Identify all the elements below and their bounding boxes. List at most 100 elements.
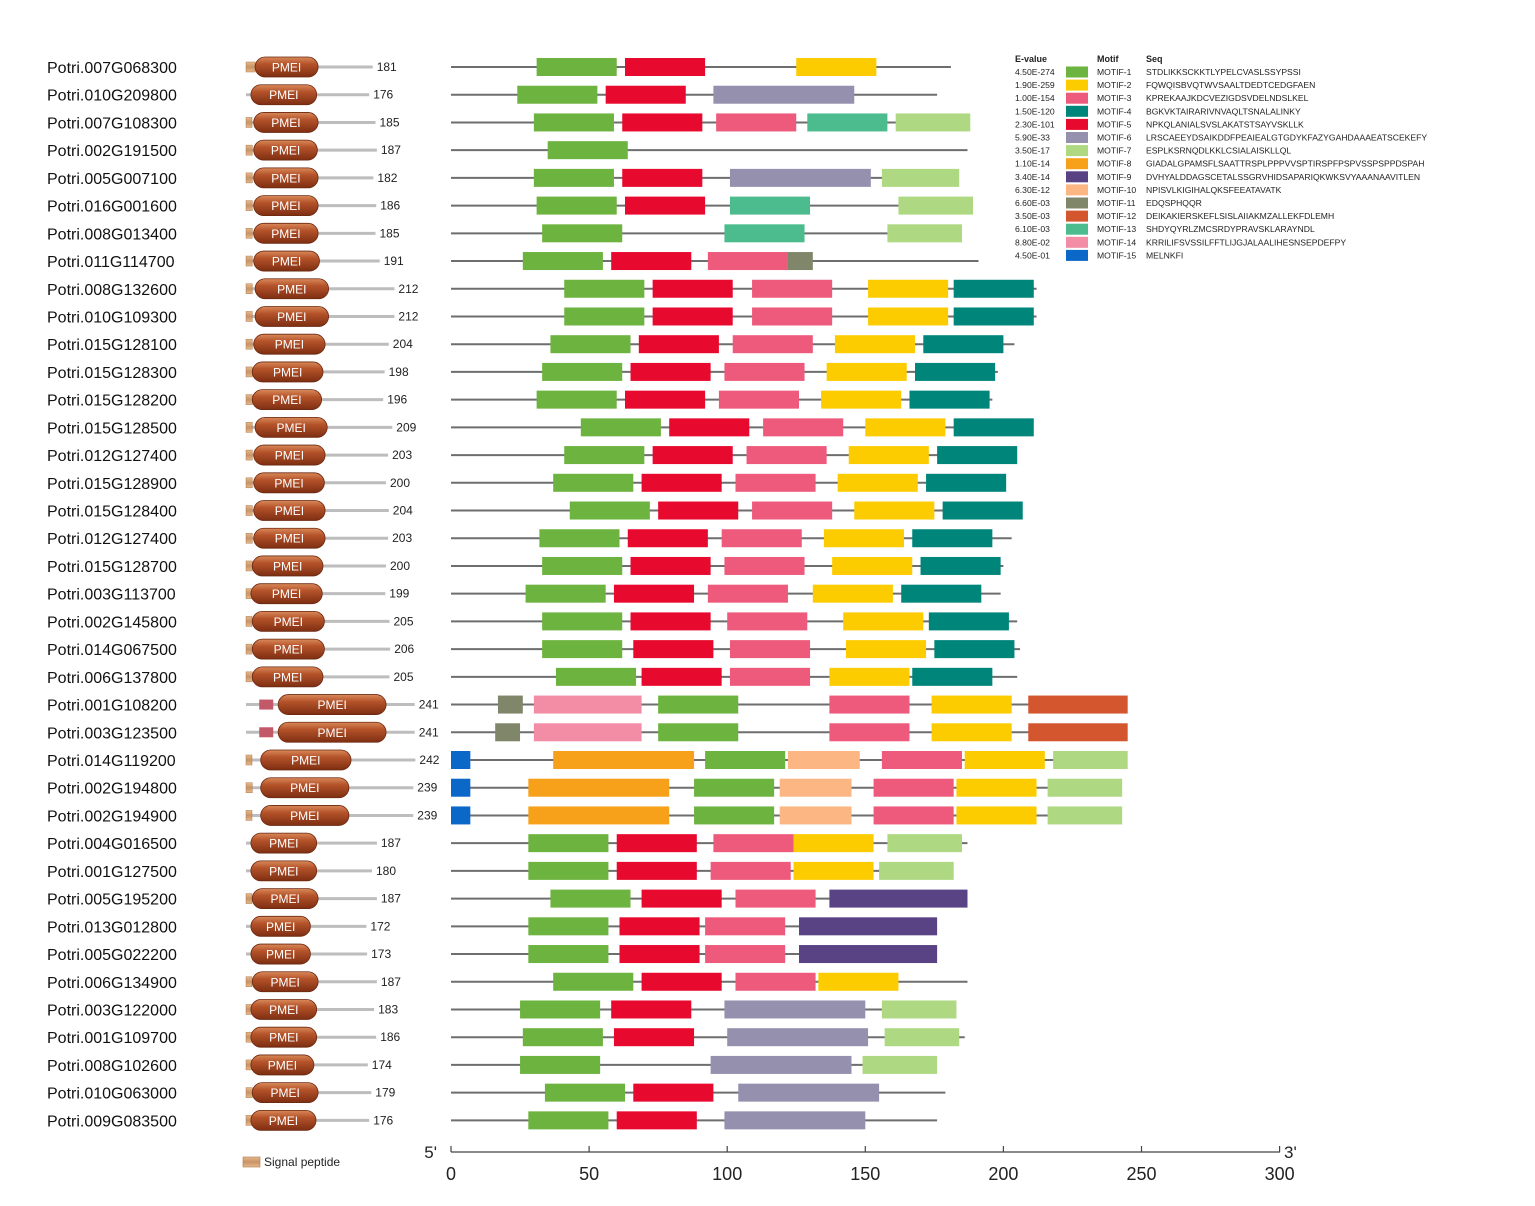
motif-row bbox=[451, 723, 1128, 742]
signal-peptide bbox=[245, 560, 253, 572]
legend-swatch bbox=[1066, 171, 1088, 183]
signal-peptide bbox=[245, 144, 253, 156]
gene-name: Potri.010G063000 bbox=[47, 1086, 177, 1103]
signal-peptide bbox=[245, 782, 253, 793]
motif-2-box bbox=[823, 529, 904, 548]
domain-row: PMEI 241 bbox=[246, 721, 439, 743]
protein-length-label: 239 bbox=[417, 808, 437, 822]
signal-peptide bbox=[245, 505, 253, 516]
legend-row: 6.60E-03 MOTIF-11 EDQSPHQQR bbox=[1015, 197, 1202, 209]
legend-header-seq: Seq bbox=[1146, 54, 1163, 64]
domain-row: PMEI 239 bbox=[245, 805, 438, 826]
legend-motif-name: MOTIF-5 bbox=[1097, 119, 1132, 129]
domain-row: PMEI 241 bbox=[246, 694, 439, 715]
signal-peptide-swatch bbox=[242, 1156, 261, 1168]
legend-swatch bbox=[1066, 145, 1088, 157]
gene-name: Potri.016G001600 bbox=[47, 199, 177, 216]
motif-6-box bbox=[713, 85, 855, 104]
gene-name: Potri.015G128400 bbox=[47, 504, 177, 521]
motif-13-box bbox=[807, 113, 888, 132]
motif-4-box bbox=[953, 418, 1034, 437]
signal-peptide bbox=[245, 228, 253, 239]
domain-row: PMEI 186 bbox=[245, 195, 401, 217]
motif-5-box bbox=[619, 945, 700, 964]
legend-motif-name: MOTIF-15 bbox=[1097, 250, 1136, 260]
pmei-domain bbox=[253, 195, 319, 217]
motif-row bbox=[451, 252, 979, 271]
pmei-label: PMEI bbox=[277, 282, 306, 296]
motif-row bbox=[451, 1111, 938, 1130]
gene-name: Potri.013G012800 bbox=[47, 919, 177, 936]
pmei-label: PMEI bbox=[269, 1003, 298, 1017]
motif-1-box bbox=[564, 307, 645, 326]
pmei-domain bbox=[254, 278, 330, 300]
pmei-label: PMEI bbox=[271, 227, 300, 241]
motif-5-box bbox=[658, 501, 739, 520]
protein-length-label: 212 bbox=[398, 309, 418, 323]
motif-row bbox=[451, 141, 968, 160]
motif-1-box bbox=[658, 695, 739, 714]
protein-length-label: 205 bbox=[394, 670, 414, 684]
motif-2-box bbox=[931, 695, 1012, 714]
protein-length-label: 185 bbox=[380, 226, 400, 240]
motif-2-box bbox=[829, 667, 910, 686]
protein-length-label: 176 bbox=[373, 1113, 393, 1127]
motif-3-box bbox=[707, 252, 788, 271]
gene-name: Potri.001G127500 bbox=[47, 864, 177, 881]
motif-row bbox=[451, 446, 1018, 465]
motif-8-box bbox=[553, 751, 695, 769]
transmembrane-region bbox=[259, 699, 274, 710]
motif-row bbox=[451, 778, 1123, 797]
motif-row bbox=[451, 945, 938, 964]
motif-3-box bbox=[705, 945, 786, 964]
domain-row: PMEI 182 bbox=[245, 167, 398, 189]
gene-name: Potri.004G016500 bbox=[47, 836, 177, 853]
gene-name: Potri.008G132600 bbox=[47, 282, 177, 299]
signal-peptide bbox=[245, 893, 253, 904]
motif-5-box bbox=[630, 556, 711, 575]
legend-evalue: 1.10E-14 bbox=[1015, 159, 1050, 169]
protein-length-label: 203 bbox=[392, 448, 412, 462]
motif-4-box bbox=[934, 640, 1015, 659]
pmei-label: PMEI bbox=[317, 726, 346, 740]
motif-1-box bbox=[520, 1000, 601, 1019]
motif-legend: E-value Motif Seq 4.50E-274 MOTIF-1 STDLIK… bbox=[1015, 54, 1427, 261]
signal-peptide bbox=[245, 311, 253, 322]
axis-tick-label: 100 bbox=[712, 1164, 742, 1184]
pmei-label: PMEI bbox=[275, 449, 304, 463]
signal-peptide bbox=[245, 366, 253, 378]
protein-length-label: 187 bbox=[381, 975, 401, 989]
domain-row: PMEI 183 bbox=[245, 999, 398, 1020]
motif-2-box bbox=[848, 446, 929, 465]
gene-name: Potri.003G122000 bbox=[47, 1002, 177, 1019]
legend-row: 2.30E-101 MOTIF-5 NPKQLANIALSVSLAKATSTSAYV… bbox=[1015, 118, 1304, 130]
signal-peptide bbox=[245, 671, 253, 683]
motif-10-box bbox=[779, 778, 852, 797]
legend-motif-name: MOTIF-11 bbox=[1097, 198, 1136, 208]
axis-3-prime-label: 3' bbox=[1284, 1143, 1297, 1162]
axis-5-prime-label: 5' bbox=[424, 1143, 437, 1162]
motif-5-box bbox=[616, 834, 697, 853]
motif-1-box bbox=[542, 612, 623, 631]
domain-row: PMEI 239 bbox=[245, 777, 438, 799]
legend-evalue: 1.00E-154 bbox=[1015, 93, 1055, 103]
legend-swatch bbox=[1066, 184, 1088, 196]
pmei-label: PMEI bbox=[271, 892, 300, 906]
legend-motif-name: MOTIF-8 bbox=[1097, 159, 1132, 169]
motif-4-box bbox=[923, 335, 1004, 354]
motif-2-box bbox=[796, 58, 877, 76]
motif-5-box bbox=[652, 307, 733, 326]
signal-peptide bbox=[245, 810, 253, 821]
motif-1-box bbox=[658, 723, 739, 742]
motif-2-box bbox=[854, 501, 935, 520]
legend-evalue: 4.50E-274 bbox=[1015, 67, 1055, 77]
gene-name: Potri.010G109300 bbox=[47, 309, 177, 326]
motif-3-box bbox=[829, 723, 910, 742]
legend-row: 6.10E-03 MOTIF-13 SHDYQYRLZMCSRDYPRAVSKLAR… bbox=[1015, 223, 1315, 235]
motif-row bbox=[451, 1000, 957, 1019]
gene-name: Potri.001G108200 bbox=[47, 698, 177, 715]
legend-row: 1.90E-259 MOTIF-2 FQWQISBVQTWVSAALTDEDTCED… bbox=[1015, 79, 1315, 91]
legend-motif-name: MOTIF-4 bbox=[1097, 106, 1132, 116]
domain-row: PMEI 200 bbox=[245, 555, 410, 577]
pmei-domain bbox=[253, 250, 320, 272]
